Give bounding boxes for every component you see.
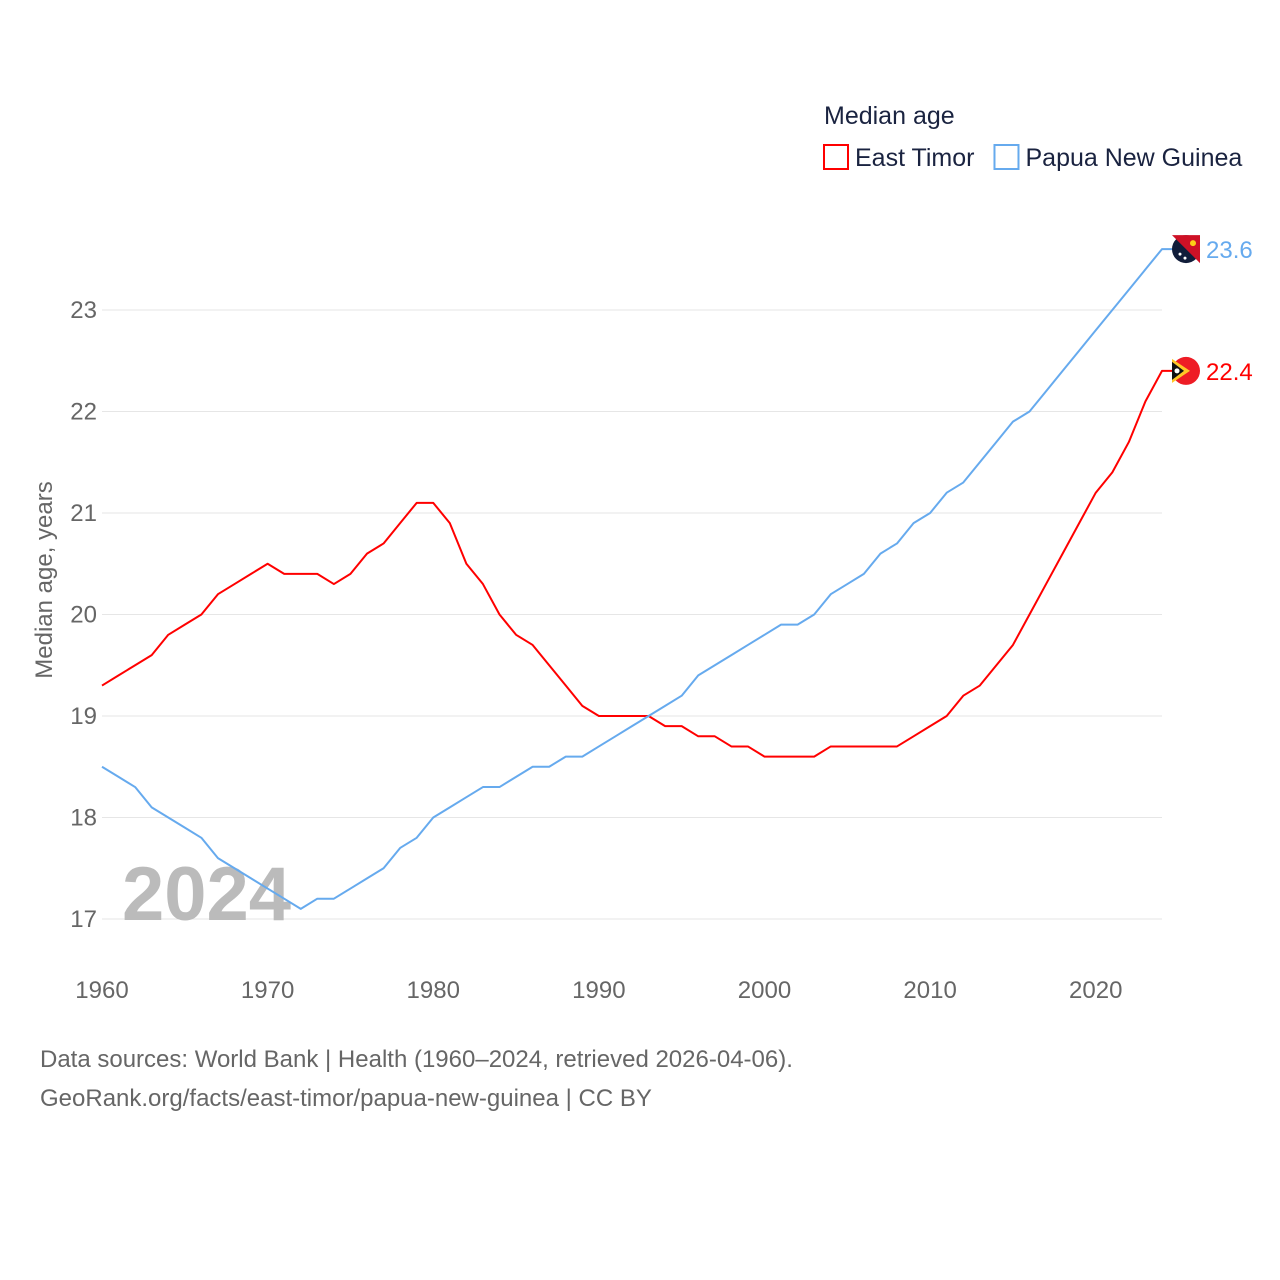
y-tick-label: 21 bbox=[70, 500, 97, 527]
y-tick-label: 23 bbox=[70, 297, 97, 324]
x-tick-label: 2010 bbox=[903, 977, 956, 1004]
attribution-link[interactable]: GeoRank.org/facts/east-timor/papua-new-g… bbox=[40, 1085, 652, 1112]
legend-swatch bbox=[823, 144, 849, 170]
x-tick-label: 2020 bbox=[1069, 977, 1122, 1004]
data-source-text: Data sources: World Bank | Health (1960–… bbox=[40, 1046, 793, 1073]
y-tick-label: 22 bbox=[70, 399, 97, 426]
flag-star bbox=[1174, 368, 1180, 374]
x-tick-label: 1980 bbox=[407, 977, 460, 1004]
y-tick-label: 18 bbox=[70, 805, 97, 832]
flag-icon bbox=[1172, 356, 1200, 385]
flag-bird bbox=[1190, 240, 1196, 247]
legend[interactable]: East Timor Papua New Guinea bbox=[823, 144, 1242, 172]
end-value-label: 23.6 bbox=[1206, 237, 1253, 264]
x-tick-label: 1990 bbox=[572, 977, 625, 1004]
legend-item[interactable]: Papua New Guinea bbox=[993, 144, 1242, 172]
flag-star bbox=[1178, 252, 1182, 256]
legend-label: East Timor bbox=[855, 144, 974, 172]
y-tick-label: 20 bbox=[70, 602, 97, 629]
end-value-label: 22.4 bbox=[1206, 359, 1253, 386]
x-tick-label: 1960 bbox=[75, 977, 128, 1004]
x-tick-label: 2000 bbox=[738, 977, 791, 1004]
series-line-east-timor bbox=[101, 369, 1174, 758]
y-tick-label: 19 bbox=[70, 703, 97, 730]
x-axis: 1960 1970 1980 1990 2000 2010 2020 bbox=[75, 977, 1122, 1004]
series-line-papua-new-guinea bbox=[101, 248, 1174, 910]
legend-label: Papua New Guinea bbox=[1025, 144, 1242, 172]
legend-title: Median age bbox=[824, 102, 955, 130]
legend-swatch bbox=[993, 144, 1020, 170]
year-watermark: 2024 bbox=[122, 852, 291, 937]
flag-icon bbox=[1172, 235, 1200, 264]
x-tick-label: 1970 bbox=[241, 977, 294, 1004]
gridlines bbox=[102, 309, 1162, 920]
y-axis-label: Median age, years bbox=[31, 481, 58, 678]
legend-item[interactable]: East Timor bbox=[823, 144, 974, 172]
y-tick-label: 17 bbox=[70, 906, 97, 933]
flag-star bbox=[1183, 256, 1187, 260]
y-axis: 17 18 19 20 21 22 23 bbox=[70, 297, 97, 933]
series-lines: 22.4 23.6 bbox=[101, 235, 1253, 910]
